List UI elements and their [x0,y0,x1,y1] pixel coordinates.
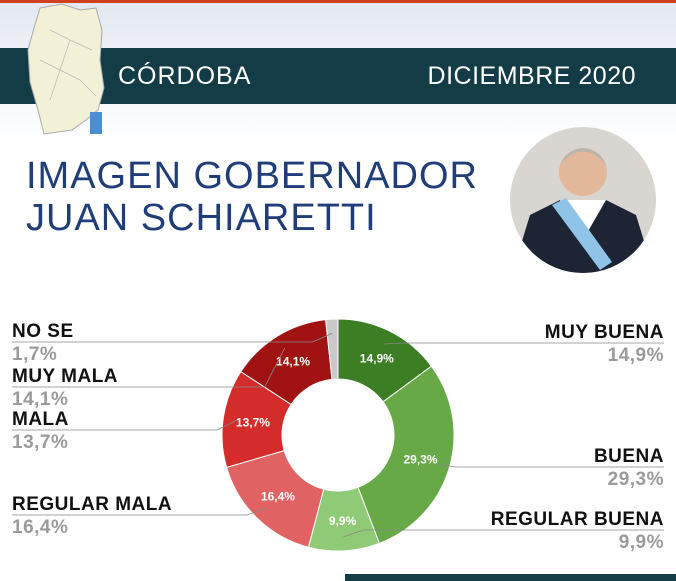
slice-label: 14,9% [360,351,394,365]
category-label: MUY MALA [12,366,118,387]
value-label: 14,1% [12,389,68,410]
title-line-1: IMAGEN GOBERNADOR [26,155,478,197]
slice-label: 14,1% [276,355,310,369]
map-inset [90,112,102,134]
leader-line [12,419,238,431]
donut-slice [325,318,339,380]
leader-line [435,463,664,468]
value-label: 16,4% [12,517,68,538]
value-label: 1,7% [12,344,57,365]
date: DICIEMBRE 2020 [428,62,636,90]
donut-slice [357,365,455,545]
region: CÓRDOBA [118,61,251,90]
leader-line [343,529,664,538]
value-label: 13,7% [12,432,68,453]
category-label: MALA [12,409,69,430]
slice-label: 16,4% [261,490,295,504]
portrait [510,127,656,273]
header-bar [0,48,676,104]
leader-line [12,332,333,343]
value-label: 14,9% [608,345,664,366]
category-label: REGULAR MALA [12,494,172,515]
value-label: 9,9% [619,532,664,553]
title-line-2: JUAN SCHIARETTI [26,197,377,239]
category-label: NO SE [12,321,74,342]
slice-label: 29,3% [403,452,437,466]
category-label: BUENA [594,446,664,467]
top-stripe [0,0,676,3]
map-borders [39,29,97,101]
category-label: MUY BUENA [545,322,664,343]
slice-label: 9,9% [329,514,357,528]
footer-bar [345,574,676,581]
slice-label: 13,7% [236,415,270,429]
category-label: REGULAR BUENA [491,509,664,530]
leader-line [384,342,664,345]
leader-line [12,507,267,516]
value-label: 29,3% [608,469,664,490]
leader-line [12,347,286,388]
